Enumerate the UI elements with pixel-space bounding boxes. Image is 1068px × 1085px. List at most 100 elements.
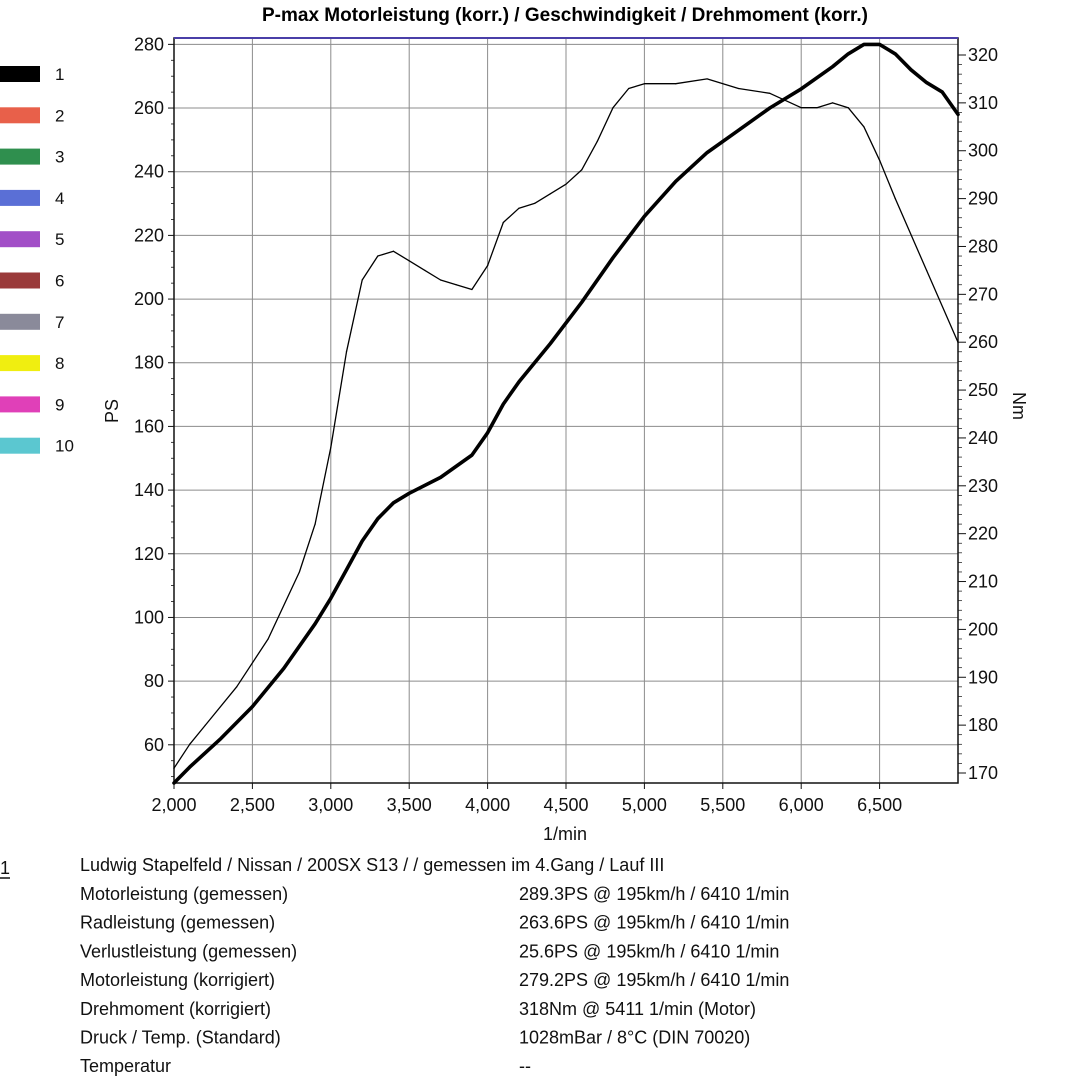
x-tick-label: 5,000: [622, 795, 667, 815]
series-point: [173, 782, 175, 784]
series-point: [894, 53, 896, 55]
series-point: [847, 107, 849, 109]
series-point: [863, 43, 865, 45]
legend-swatch: [0, 231, 40, 248]
series-point: [424, 269, 426, 271]
info-row-label: Motorleistung (korrigiert): [80, 970, 275, 990]
series-point: [189, 743, 191, 745]
series-point: [487, 432, 489, 434]
series-point: [565, 183, 567, 185]
legend-label: 10: [55, 437, 74, 456]
series-point: [471, 288, 473, 291]
series-point: [675, 83, 677, 85]
y-left-tick-label: 260: [134, 98, 164, 118]
series-point: [706, 152, 708, 154]
legend-label: 2: [55, 106, 64, 125]
y-right-tick-label: 170: [968, 763, 998, 783]
y-left-tick-label: 220: [134, 225, 164, 245]
info-row-label: Radleistung (gemessen): [80, 913, 275, 933]
series-point: [879, 43, 881, 45]
y-right-tick-label: 200: [968, 619, 998, 639]
series-point: [204, 724, 206, 726]
series-point: [737, 129, 740, 131]
info-rows: Motorleistung (gemessen) 289.3PS @ 195km/…: [80, 884, 789, 1076]
info-row-value: 318Nm @ 5411 1/min (Motor): [519, 999, 756, 1019]
series-point: [471, 454, 473, 456]
legend: 1 2 3 4 5 6 7 8 9 10: [0, 65, 74, 456]
series-point: [816, 107, 818, 109]
y-right-tick-label: 210: [968, 572, 998, 592]
x-tick-label: 4,000: [465, 795, 510, 815]
run-label: 1: [0, 858, 10, 878]
series-point: [879, 159, 881, 161]
y-left-tick-label: 240: [134, 162, 164, 182]
y-right-tick-label: 310: [968, 93, 998, 113]
y-left-tick-label: 180: [134, 353, 164, 373]
y-right-tick-label: 270: [968, 284, 998, 304]
info-row-value: 289.3PS @ 195km/h / 6410 1/min: [519, 884, 789, 904]
x-tick-label: 6,000: [779, 795, 824, 815]
y-right-tick-label: 320: [968, 45, 998, 65]
x-tick-label: 2,500: [230, 795, 275, 815]
y-axis-left-label: PS: [102, 399, 122, 423]
run-header: Ludwig Stapelfeld / Nissan / 200SX S13 /…: [80, 855, 664, 875]
series-point: [502, 403, 504, 405]
y-right-tick-label: 250: [968, 380, 998, 400]
y-left-tick-label: 100: [134, 607, 164, 627]
series-point: [502, 221, 504, 224]
legend-swatch: [0, 107, 40, 124]
series-point: [800, 88, 802, 90]
chart-grid: [173, 38, 958, 783]
series-point: [361, 540, 363, 542]
series-point: [706, 78, 708, 80]
series-point: [534, 202, 536, 204]
series-point: [455, 284, 457, 286]
series-point: [800, 107, 802, 109]
series-point: [439, 279, 442, 281]
series-point: [345, 569, 348, 571]
series-point: [361, 279, 363, 281]
legend-swatch: [0, 437, 40, 454]
series-point: [628, 87, 630, 90]
legend-swatch: [0, 355, 40, 372]
y-left-tick-label: 200: [134, 289, 164, 309]
series-point: [408, 260, 410, 262]
series-point: [518, 207, 520, 209]
legend-label: 3: [55, 148, 64, 167]
series-point: [189, 766, 191, 768]
info-row-label: Motorleistung (gemessen): [80, 884, 288, 904]
series-point: [267, 638, 269, 640]
series-point: [314, 623, 316, 625]
series-point: [377, 518, 379, 520]
x-tick-label: 4,500: [543, 795, 588, 815]
legend-swatch: [0, 148, 40, 165]
series-point: [549, 193, 551, 195]
series-point: [769, 92, 771, 94]
y-right-tick-label: 240: [968, 428, 998, 448]
legend-swatch: [0, 66, 40, 82]
series-point: [581, 301, 583, 303]
x-axis-label: 1/min: [543, 824, 587, 844]
y-right-tick-label: 300: [968, 141, 998, 161]
series-point: [330, 446, 332, 449]
series-point: [283, 667, 285, 669]
legend-swatch: [0, 189, 40, 206]
y-left-tick-label: 140: [134, 480, 164, 500]
series-point: [926, 269, 928, 271]
series-point: [408, 492, 410, 494]
y-right-tick-label: 290: [968, 189, 998, 209]
legend-swatch: [0, 272, 40, 289]
series-point: [487, 265, 489, 267]
y-right-tick-label: 230: [968, 476, 998, 496]
series-point: [439, 476, 442, 478]
y-right-tick-label: 190: [968, 667, 998, 687]
series-point: [894, 198, 896, 200]
series-point: [236, 686, 238, 688]
series-point: [220, 737, 222, 740]
y-left-tick-label: 280: [134, 34, 164, 54]
series-point: [377, 255, 379, 257]
series-point: [518, 381, 520, 383]
series-point: [675, 180, 677, 182]
